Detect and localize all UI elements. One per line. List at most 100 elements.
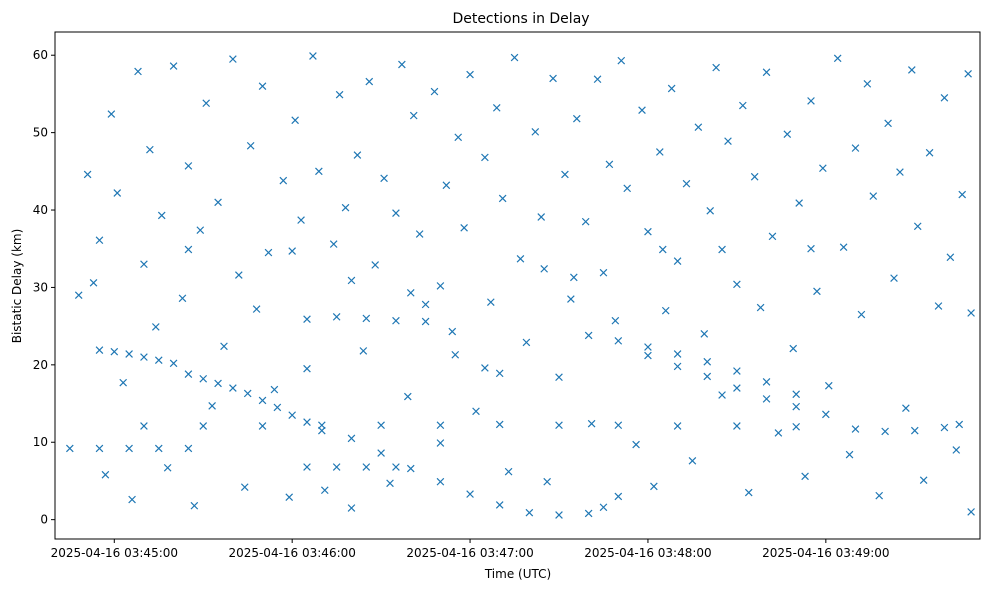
scatter-point [365, 77, 374, 86]
y-tick-label: 10 [33, 435, 48, 449]
scatter-point [415, 230, 424, 238]
scatter-point [178, 294, 187, 303]
scatter-point [940, 423, 949, 432]
scatter-point [839, 243, 848, 252]
scatter-point [157, 211, 166, 220]
scatter-point [623, 184, 632, 193]
y-axis-title: Bistatic Delay (km) [10, 229, 24, 344]
scatter-point [857, 310, 866, 319]
scatter-point [658, 245, 667, 254]
scatter-point [303, 315, 311, 323]
scatter-point [851, 425, 860, 433]
scatter-point [807, 97, 815, 105]
scatter-point [246, 141, 255, 150]
scatter-point [196, 226, 205, 234]
scatter-point [792, 402, 801, 411]
scatter-point [881, 427, 889, 436]
scatter-point [492, 104, 501, 112]
scatter-point [522, 338, 531, 347]
scatter-point [74, 291, 83, 300]
scatter-point [540, 265, 549, 273]
scatter-point [783, 130, 792, 138]
scatter-point [95, 444, 104, 453]
scatter-point [673, 350, 682, 358]
scatter-point [240, 483, 249, 491]
scatter-point [688, 456, 697, 465]
scatter-point [347, 276, 356, 285]
scatter-point [184, 444, 193, 453]
scatter-point [661, 306, 670, 315]
scatter-point [581, 217, 590, 226]
scatter-point [611, 316, 620, 325]
scatter-point [199, 422, 208, 430]
scatter-point [644, 351, 652, 360]
scatter-point [486, 298, 495, 306]
scatter-point [822, 410, 830, 419]
x-axis-title: Time (UTC) [484, 567, 551, 581]
scatter-point [285, 493, 294, 502]
scatter-point [448, 327, 457, 336]
scatter-point [95, 346, 104, 354]
scatter-point [421, 300, 430, 309]
scatter-point [234, 271, 243, 279]
scatter-point [303, 418, 311, 426]
scatter-point [673, 362, 682, 371]
scatter-point [279, 176, 288, 185]
scatter-point [252, 305, 261, 313]
scatter-point [750, 172, 759, 181]
scatter-point [584, 331, 593, 340]
scatter-point [638, 106, 646, 115]
scatter-point [288, 411, 297, 419]
y-tick-label: 60 [33, 48, 48, 62]
scatter-point [910, 426, 919, 435]
scatter-point [584, 509, 593, 518]
scatter-point [353, 151, 362, 159]
scatter-point [712, 63, 720, 72]
x-tick-label: 2025-04-16 03:46:00 [228, 546, 355, 560]
y-tick-label: 50 [33, 126, 48, 140]
scatter-point [593, 75, 602, 84]
scatter-point [561, 170, 569, 179]
scatter-point [146, 145, 154, 154]
scatter-point [169, 62, 178, 70]
scatter-point [958, 190, 967, 199]
scatter-point [125, 444, 133, 453]
scatter-point [202, 99, 211, 108]
scatter-point [555, 373, 563, 382]
scatter-point [525, 508, 534, 517]
scatter-point [258, 396, 267, 405]
scatter-point [934, 302, 943, 310]
scatter-point [824, 381, 833, 390]
scatter-point [762, 68, 771, 77]
scatter-point [481, 364, 489, 372]
x-tick-label: 2025-04-16 03:45:00 [51, 546, 178, 560]
scatter-point [543, 477, 551, 486]
scatter-point [392, 463, 400, 471]
scatter-point [332, 463, 341, 471]
scatter-point [184, 245, 193, 254]
scatter-point [472, 407, 480, 416]
scatter-point [762, 378, 771, 386]
scatter-point [303, 364, 311, 373]
scatter-point [952, 446, 961, 454]
scatter-point [288, 247, 297, 255]
scatter-point [884, 119, 892, 128]
scatter-point [495, 501, 504, 509]
scatter-point [320, 486, 329, 495]
scatter-point [718, 245, 726, 254]
scatter-point [134, 67, 142, 76]
scatter-point [504, 467, 513, 476]
scatter-point [706, 206, 715, 215]
scatter-point [774, 429, 783, 437]
scatter-point [756, 303, 765, 312]
scatter-point [555, 511, 563, 519]
scatter-point [875, 491, 884, 500]
scatter-point [101, 470, 110, 479]
scatter-point [902, 404, 910, 413]
scatter-point [644, 227, 652, 236]
scatter-point [863, 80, 872, 88]
scatter-point [703, 357, 712, 366]
scatter-point [380, 174, 388, 183]
scatter-point [303, 463, 311, 471]
